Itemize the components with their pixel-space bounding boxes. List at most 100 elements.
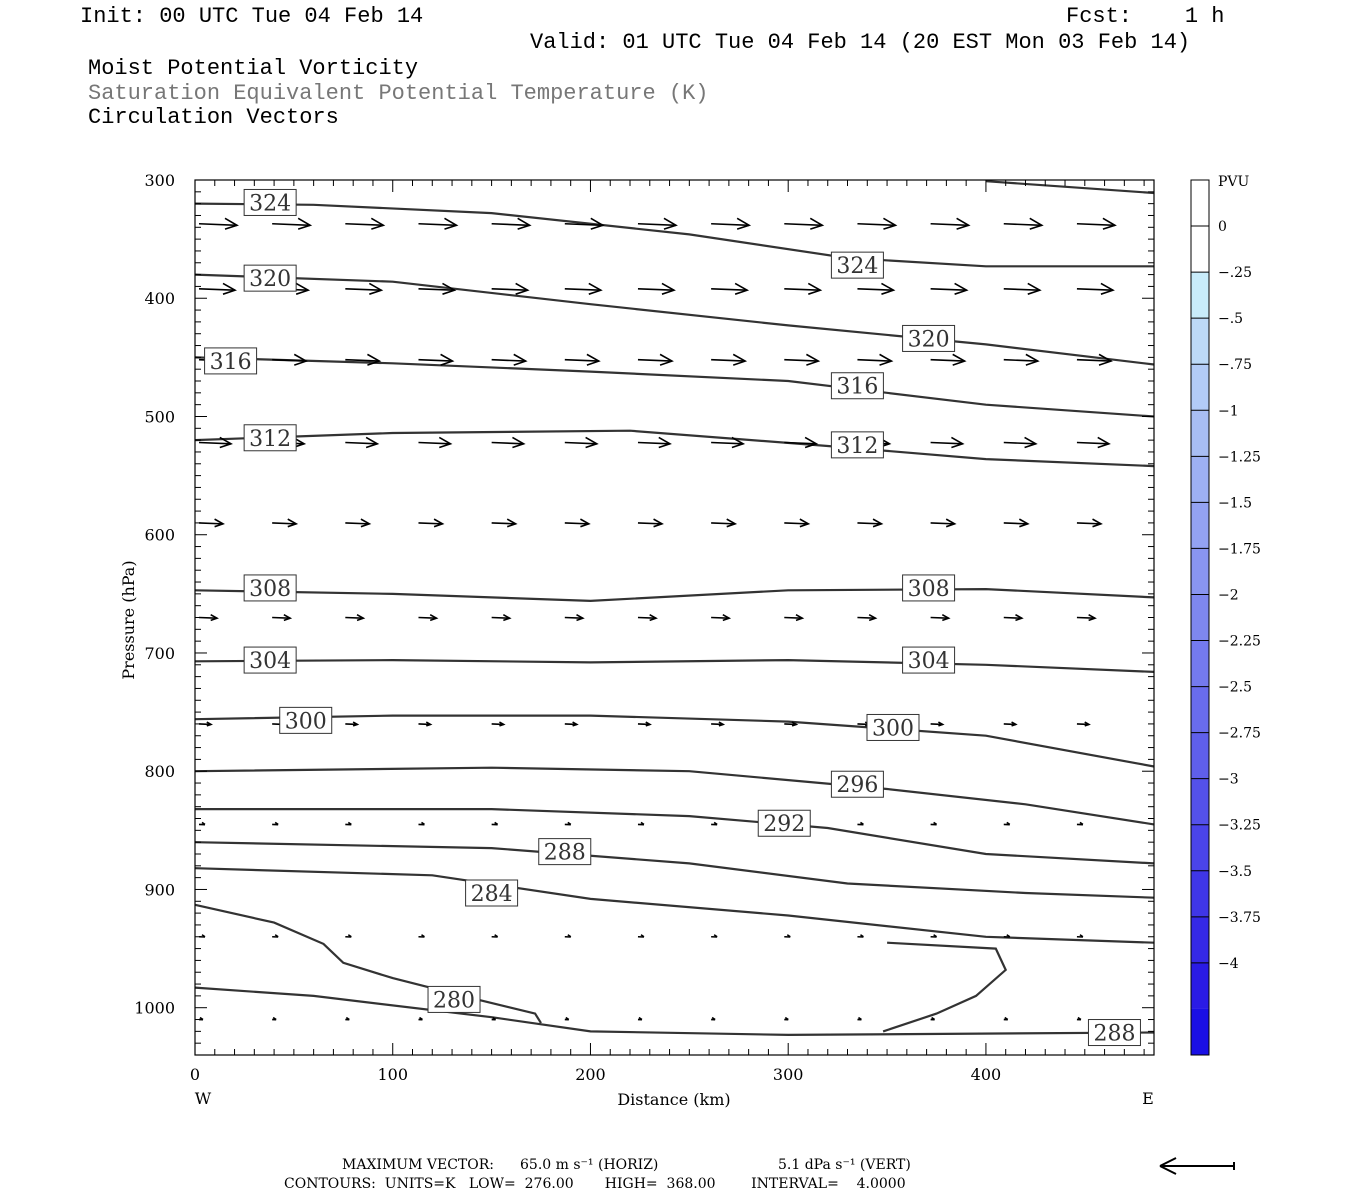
circulation-vector bbox=[637, 441, 670, 445]
circulation-vector bbox=[564, 522, 589, 525]
circulation-vector bbox=[930, 287, 967, 292]
colorbar-box bbox=[1191, 916, 1209, 963]
circulation-vector-head bbox=[210, 613, 219, 622]
circulation-vector-head bbox=[1018, 518, 1030, 528]
circulation-vector-head bbox=[368, 282, 384, 295]
circulation-vector-head bbox=[638, 1016, 643, 1021]
theta-es-contour bbox=[195, 808, 1155, 865]
circulation-vector-head bbox=[347, 934, 352, 938]
contour-label-box bbox=[902, 574, 956, 602]
circulation-vector bbox=[1003, 441, 1036, 445]
colorbar-frame bbox=[1190, 179, 1210, 1056]
circulation-vector-head bbox=[713, 934, 718, 938]
max-vector-vertical: 5.1 dPa s⁻¹ (VERT) bbox=[778, 1157, 911, 1173]
colorbar-label: −2 bbox=[1218, 587, 1239, 603]
circulation-vector-head bbox=[809, 217, 825, 230]
circulation-vector bbox=[564, 358, 599, 362]
circulation-vector-head bbox=[222, 282, 237, 295]
circulation-vector-head bbox=[952, 353, 967, 366]
field-title-theta-es: Saturation Equivalent Potential Temperat… bbox=[88, 81, 709, 106]
circulation-vector-head bbox=[1077, 1016, 1082, 1021]
circulation-vector-head bbox=[954, 282, 969, 295]
circulation-vector-head bbox=[1092, 518, 1103, 528]
contour-label: 316 bbox=[836, 375, 878, 400]
circulation-vector bbox=[345, 441, 378, 445]
contour-label-box bbox=[427, 985, 481, 1013]
circulation-vector-head bbox=[421, 934, 425, 938]
circulation-vector-head bbox=[645, 721, 652, 727]
circulation-vector-head bbox=[360, 518, 372, 528]
contour-label-box bbox=[243, 574, 297, 602]
circulation-vector-head bbox=[805, 353, 821, 366]
circulation-vector-head bbox=[931, 1016, 936, 1021]
contour-label: 324 bbox=[836, 254, 878, 279]
circulation-vector-head bbox=[502, 613, 512, 622]
circulation-vector-head bbox=[429, 613, 439, 622]
colorbar-label: −3.75 bbox=[1218, 910, 1261, 926]
circulation-vector bbox=[272, 522, 297, 525]
circulation-vector-head bbox=[515, 282, 530, 295]
contour-label: 280 bbox=[433, 988, 475, 1013]
circulation-vector-head bbox=[659, 353, 674, 366]
circulation-vector-head bbox=[352, 721, 360, 727]
circulation-vector bbox=[1003, 522, 1028, 525]
contour-label-box bbox=[465, 879, 519, 907]
colorbar-box bbox=[1191, 318, 1209, 365]
circulation-vector-head bbox=[1025, 353, 1040, 366]
circulation-vector-head bbox=[1097, 436, 1111, 449]
y-tick-label: 900 bbox=[144, 880, 175, 899]
circulation-vector-head bbox=[1004, 1016, 1009, 1021]
circulation-vector bbox=[711, 287, 748, 292]
circulation-vector-head bbox=[214, 518, 225, 528]
colorbar-label: −2.5 bbox=[1218, 680, 1252, 696]
circulation-vector-head bbox=[513, 353, 528, 366]
colorbar-unit: PVU bbox=[1218, 174, 1250, 190]
contour-label: 308 bbox=[908, 577, 950, 602]
circulation-vector-head bbox=[419, 1016, 423, 1021]
circulation-vector bbox=[345, 616, 364, 620]
circulation-vector bbox=[198, 441, 232, 445]
circulation-vector-head bbox=[1027, 282, 1042, 295]
circulation-vector bbox=[272, 616, 291, 620]
contour-label: 304 bbox=[249, 649, 291, 674]
contour-label: 292 bbox=[763, 812, 805, 837]
circulation-vector bbox=[491, 287, 528, 292]
circulation-vector-head bbox=[713, 821, 718, 826]
circulation-vector-head bbox=[433, 518, 445, 528]
colorbar-box bbox=[1191, 640, 1209, 687]
circulation-vector-head bbox=[933, 821, 938, 826]
circulation-vector-head bbox=[565, 1016, 570, 1021]
contour-label: 296 bbox=[836, 773, 878, 798]
theta-es-contour bbox=[194, 867, 1155, 944]
circulation-vector-head bbox=[784, 1016, 789, 1021]
theta-es-contour bbox=[194, 273, 1155, 366]
circulation-vector-head bbox=[722, 613, 732, 622]
contour-label: 312 bbox=[249, 427, 291, 452]
circulation-vector bbox=[491, 358, 526, 362]
circulation-vector bbox=[711, 222, 750, 227]
circulation-vector-head bbox=[517, 217, 532, 230]
circulation-vector-head bbox=[731, 436, 746, 449]
circulation-vector bbox=[857, 287, 894, 292]
contour-label-box bbox=[243, 264, 297, 292]
colorbar-box bbox=[1191, 594, 1209, 641]
circulation-vector-head bbox=[1079, 934, 1084, 938]
circulation-vector-head bbox=[1015, 613, 1024, 622]
circulation-vector bbox=[784, 522, 809, 525]
circulation-vector-head bbox=[590, 217, 605, 230]
theta-es-contour bbox=[194, 903, 542, 1024]
circulation-vector bbox=[857, 222, 896, 227]
circulation-vector-head bbox=[653, 518, 664, 528]
colorbar-label: −1.25 bbox=[1218, 449, 1261, 465]
circulation-vector bbox=[491, 522, 516, 525]
colorbar-label: −1.75 bbox=[1218, 541, 1261, 557]
y-tick-label: 400 bbox=[144, 289, 175, 308]
contour-label: 300 bbox=[285, 709, 327, 734]
colorbar-box bbox=[1191, 778, 1209, 825]
circulation-vector-head bbox=[199, 1016, 204, 1021]
circulation-vector bbox=[857, 522, 882, 525]
circulation-vector-head bbox=[938, 721, 945, 727]
circulation-vector-head bbox=[791, 721, 799, 727]
x-tick-label: 100 bbox=[377, 1065, 408, 1084]
contour-label: 308 bbox=[249, 577, 291, 602]
